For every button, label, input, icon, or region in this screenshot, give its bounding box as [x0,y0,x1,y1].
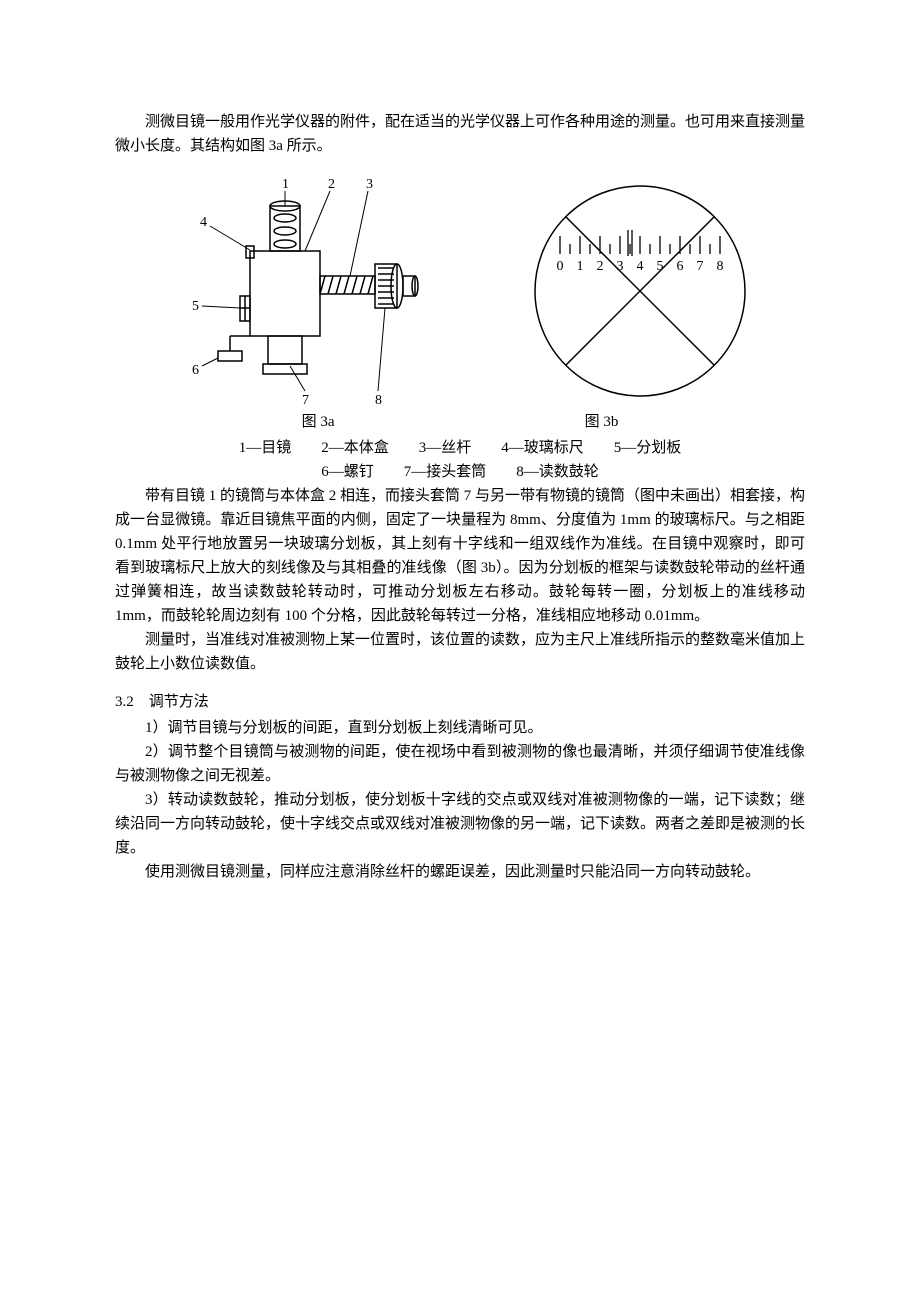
section-3-2-heading: 3.2 调节方法 [115,690,805,714]
figure-row: 1 2 3 4 5 6 7 8 012345678 [115,176,805,406]
svg-text:1: 1 [577,259,584,274]
callout-4: 4 [200,215,207,230]
description-paragraph-1: 带有目镜 1 的镜筒与本体盒 2 相连，而接头套筒 7 与另一带有物镜的镜筒（图… [115,484,805,628]
step-3: 3）转动读数鼓轮，推动分划板，使分划板十字线的交点或双线对准被测物像的一端，记下… [115,788,805,860]
svg-text:5: 5 [657,259,664,274]
svg-text:2: 2 [597,259,604,274]
callout-2: 2 [328,177,335,192]
callout-6: 6 [192,363,199,378]
figure-3b-caption: 图 3b [585,410,619,434]
svg-text:8: 8 [717,259,724,274]
svg-text:0: 0 [557,259,564,274]
step-1: 1）调节目镜与分划板的间距，直到分划板上刻线清晰可见。 [115,716,805,740]
callout-5: 5 [192,299,199,314]
description-paragraph-2: 测量时，当准线对准被测物上某一位置时，该位置的读数，应为主尺上准线所指示的整数毫… [115,628,805,676]
note-paragraph: 使用测微目镜测量，同样应注意消除丝杆的螺距误差，因此测量时只能沿同一方向转动鼓轮… [115,860,805,884]
parts-legend-line-2: 6—螺钉 7—接头套筒 8—读数鼓轮 [115,460,805,484]
svg-text:4: 4 [637,259,644,274]
figure-3b: 012345678 [510,176,770,406]
callout-8: 8 [375,393,382,406]
callout-7: 7 [302,393,309,406]
step-2: 2）调节整个目镜筒与被测物的间距，使在视场中看到被测物的像也最清晰，并须仔细调节… [115,740,805,788]
callout-3: 3 [366,177,373,192]
svg-text:3: 3 [617,259,624,274]
svg-text:7: 7 [697,259,704,274]
figure-3a: 1 2 3 4 5 6 7 8 [150,176,450,406]
svg-text:6: 6 [677,259,684,274]
parts-legend-line-1: 1—目镜 2—本体盒 3—丝杆 4—玻璃标尺 5—分划板 [115,436,805,460]
callout-1: 1 [282,177,289,192]
intro-paragraph: 测微目镜一般用作光学仪器的附件，配在适当的光学仪器上可作各种用途的测量。也可用来… [115,110,805,158]
figure-3a-caption: 图 3a [302,410,335,434]
